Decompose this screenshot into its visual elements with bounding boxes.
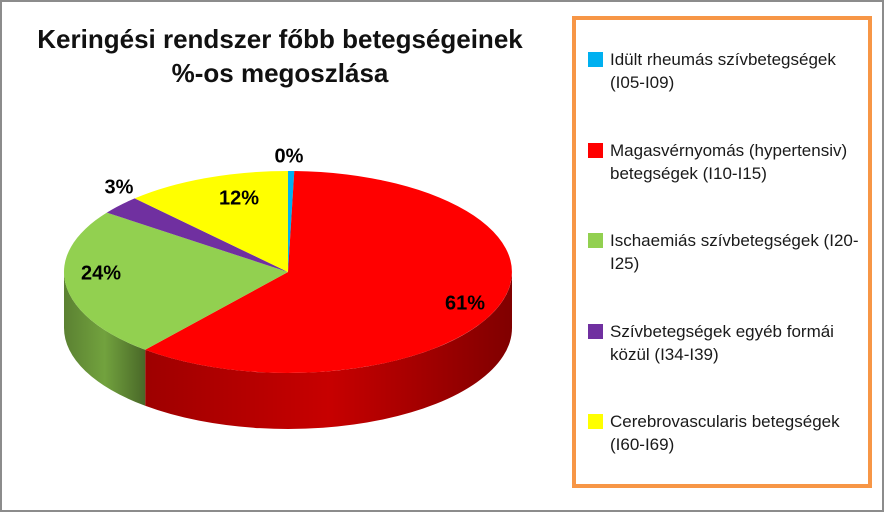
legend-swatch-purple-icon [588, 323, 603, 339]
pie-slice-side-2 [64, 272, 146, 406]
pie-label-idult-rheumas: 0% [274, 145, 304, 168]
legend-item-szivbetegsegek-egyeb: Szívbetegségek egyéb formái közül (I34-I… [588, 320, 860, 366]
pie-slice-1 [145, 171, 512, 373]
legend-label: Ischaemiás szívbetegségek (I20-I25) [610, 231, 859, 273]
legend-label: Idült rheumás szívbetegségek (I05-I09) [610, 50, 836, 92]
pie-label-szivbetegsegek-egyeb: 3% [104, 176, 134, 199]
chart-title: Keringési rendszer főbb betegségeinek %-… [2, 22, 558, 90]
legend-swatch-yellow-icon [588, 414, 603, 429]
legend-item-ischaemias: Ischaemiás szívbetegségek (I20-I25) [588, 229, 860, 275]
legend-label: Szívbetegségek egyéb formái közül (I34-I… [610, 321, 834, 364]
pie-slice-4 [134, 171, 288, 272]
chart-title-line1: Keringési rendszer főbb betegségeinek [37, 24, 523, 54]
pie-label-cerebrovascularis: 12% [218, 187, 260, 210]
legend-label: Magasvérnyomás (hypertensiv) betegségek … [610, 140, 848, 183]
chart-title-line2: %-os megoszlása [171, 58, 389, 88]
legend-swatch-green-icon [588, 233, 603, 248]
legend: Idült rheumás szívbetegségek (I05-I09) M… [572, 16, 872, 488]
legend-swatch-cyan-icon [588, 52, 603, 67]
pie-slice-side-1 [145, 272, 512, 429]
pie-slice-2 [63, 212, 288, 350]
pie-chart [63, 170, 512, 429]
legend-item-cerebrovascularis: Cerebrovascularis betegségek (I60-I69) [588, 410, 860, 456]
pie-slice-3 [106, 198, 288, 272]
pie-label-ischaemias: 24% [80, 262, 122, 285]
legend-swatch-red-icon [588, 142, 603, 158]
legend-label: Cerebrovascularis betegségek (I60-I69) [610, 412, 840, 454]
pie-label-magasvernyomas: 61% [444, 292, 486, 315]
legend-item-idult-rheumas: Idült rheumás szívbetegségek (I05-I09) [588, 48, 860, 94]
pie-slice-0 [288, 170, 295, 272]
legend-item-magasvernyomas: Magasvérnyomás (hypertensiv) betegségek … [588, 139, 860, 185]
